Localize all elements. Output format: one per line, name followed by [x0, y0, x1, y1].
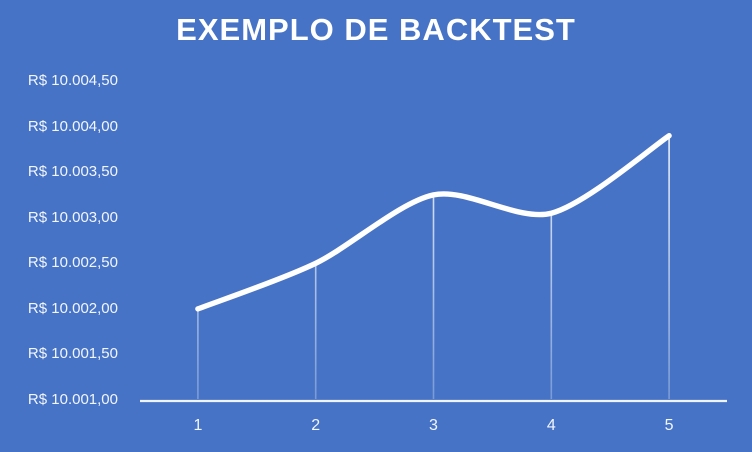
chart-title: EXEMPLO DE BACKTEST	[176, 12, 576, 47]
series-line	[195, 133, 672, 312]
drop-lines	[197, 137, 670, 399]
